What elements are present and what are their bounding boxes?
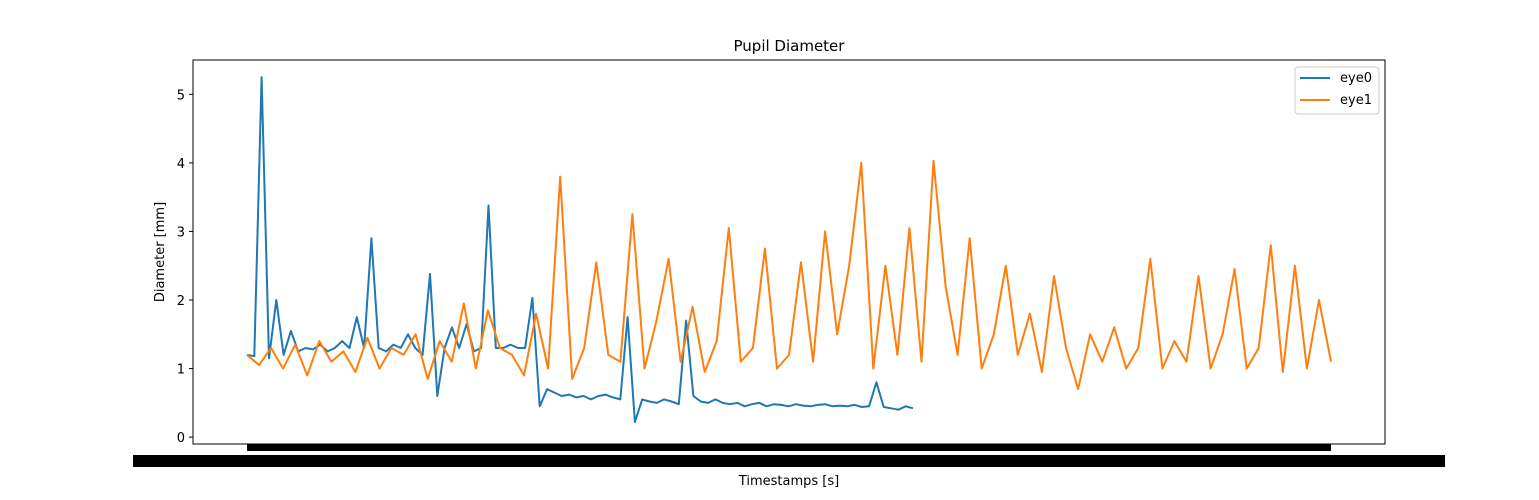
y-tick-label-0: 0: [177, 431, 185, 446]
chart-title: Pupil Diameter: [734, 37, 846, 55]
legend: eye0 eye1: [1294, 66, 1380, 115]
plot-lines: [246, 76, 1332, 424]
legend-label-eye1: eye1: [1340, 93, 1372, 108]
y-tick-label-4: 4: [177, 157, 185, 172]
series-line-eye0: [246, 76, 914, 424]
x-axis-title: Timestamps [s]: [738, 474, 839, 489]
x-tick-mark-band: [247, 444, 1331, 451]
series-line-eye1: [246, 159, 1332, 391]
y-tick-label-1: 1: [177, 363, 185, 378]
x-tick-label-band: [133, 455, 1445, 467]
y-tick-label-2: 2: [177, 294, 185, 309]
y-tick-label-5: 5: [177, 88, 185, 103]
y-axis-title: Diameter [mm]: [153, 202, 168, 302]
legend-label-eye0: eye0: [1340, 71, 1372, 86]
x-axis-ticks: [133, 444, 1445, 467]
y-tick-label-3: 3: [177, 225, 185, 240]
y-axis-ticks: 0 1 2 3 4 5: [177, 88, 193, 446]
